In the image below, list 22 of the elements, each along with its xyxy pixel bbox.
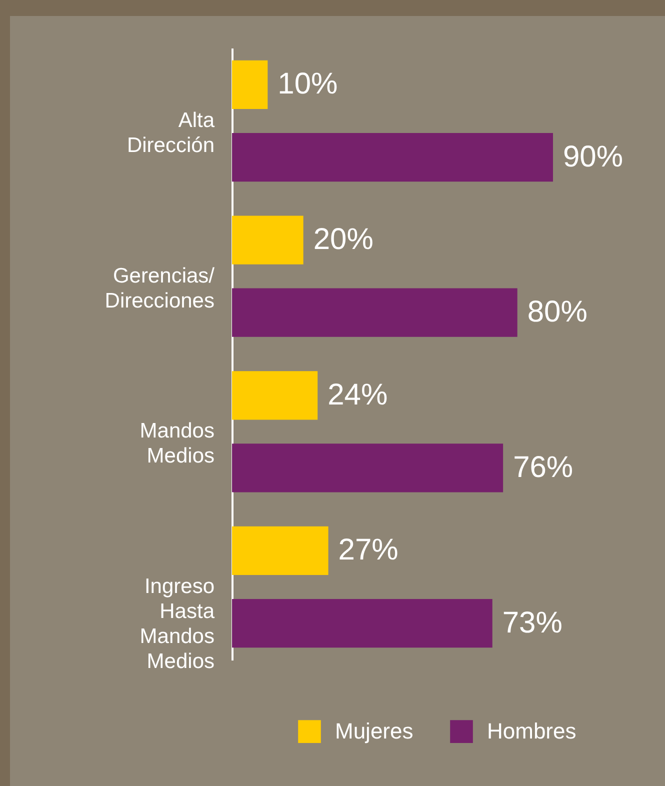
bar bbox=[232, 526, 328, 576]
data-label: 20% bbox=[313, 223, 374, 256]
data-label: 76% bbox=[513, 450, 574, 484]
y-tick-label: Gerencias/ Direcciones bbox=[104, 264, 215, 312]
bar bbox=[232, 60, 268, 110]
legend-label: Mujeres bbox=[335, 718, 414, 744]
bar bbox=[232, 371, 318, 420]
bar bbox=[232, 598, 492, 648]
legend-label: Hombres bbox=[487, 718, 576, 744]
bar bbox=[232, 132, 553, 182]
bar bbox=[232, 444, 504, 492]
data-label: 24% bbox=[328, 378, 388, 412]
y-tick-label: Mandos Medios bbox=[140, 420, 214, 468]
data-label: 10% bbox=[278, 68, 338, 101]
data-label: 27% bbox=[338, 534, 398, 567]
bar bbox=[232, 216, 304, 264]
y-tick-label: Ingreso Hasta Mandos Medios bbox=[140, 574, 215, 673]
y-tick-label: Alta Dirección bbox=[126, 109, 215, 158]
data-label: 73% bbox=[502, 606, 562, 640]
data-label: 80% bbox=[527, 296, 588, 329]
data-label: 90% bbox=[563, 140, 624, 174]
bar bbox=[232, 288, 518, 337]
